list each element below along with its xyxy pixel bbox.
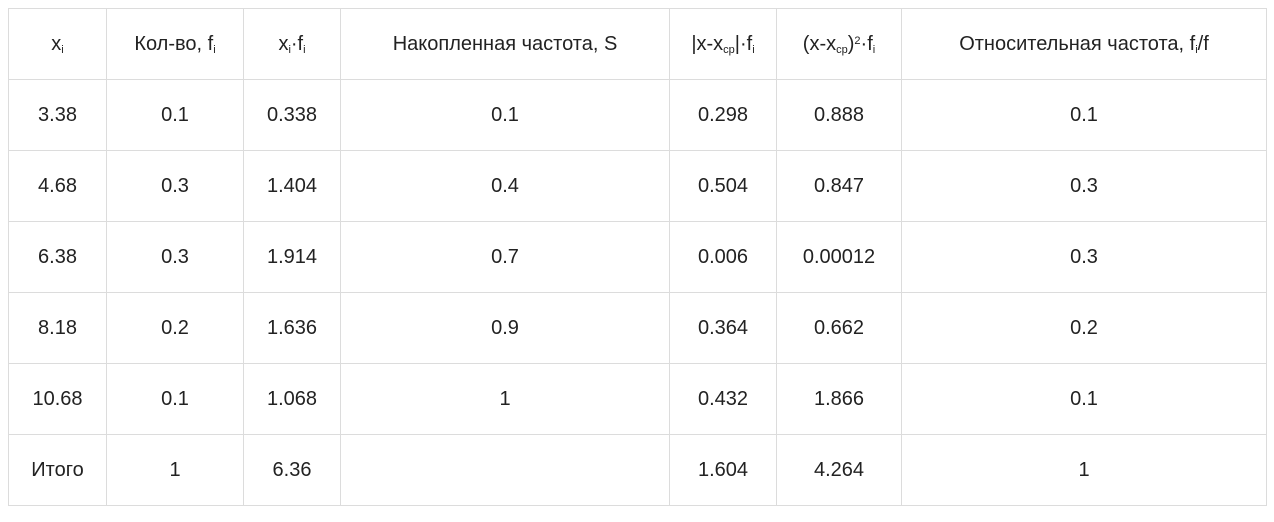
table-cell: 0.9 <box>340 292 670 364</box>
table-cell: 0.3 <box>106 150 244 222</box>
header-cell: xi·fi <box>243 8 341 80</box>
table-cell: 0.3 <box>901 150 1267 222</box>
table-row: 6.38 0.3 1.914 0.7 0.006 0.00012 0.3 <box>8 221 1267 293</box>
table-row: 4.68 0.3 1.404 0.4 0.504 0.847 0.3 <box>8 150 1267 222</box>
header-text: ·f <box>290 32 304 55</box>
table-row: Итого 1 6.36 1.604 4.264 1 <box>8 434 1267 506</box>
table-cell: 0.504 <box>669 150 777 222</box>
header-text: i <box>288 43 291 56</box>
table-cell: 6.36 <box>243 434 341 506</box>
table-cell: 0.338 <box>243 79 341 151</box>
header-text: ·f <box>860 32 873 55</box>
header-text: i <box>61 43 64 56</box>
table-cell: 1.866 <box>776 363 902 435</box>
header-cell: (x-xср)2·fi <box>776 8 902 80</box>
header-text: (x-x <box>802 32 837 55</box>
table-row: 3.38 0.1 0.338 0.1 0.298 0.888 0.1 <box>8 79 1267 151</box>
table-cell: 10.68 <box>8 363 107 435</box>
header-text: x <box>51 32 62 55</box>
table-cell: 4.68 <box>8 150 107 222</box>
table-cell: 1.914 <box>243 221 341 293</box>
table-cell: 0.662 <box>776 292 902 364</box>
table-row: 8.18 0.2 1.636 0.9 0.364 0.662 0.2 <box>8 292 1267 364</box>
header-text: Накопленная частота, S <box>392 32 618 55</box>
header-text: |x-x <box>691 32 724 55</box>
table-cell: 0.3 <box>106 221 244 293</box>
table-cell: 0.4 <box>340 150 670 222</box>
header-cell: Кол-во, fi <box>106 8 244 80</box>
table-cell: Итого <box>8 434 107 506</box>
header-cell: Накопленная частота, S <box>340 8 670 80</box>
table-cell: 1 <box>340 363 670 435</box>
table-cell: 1.068 <box>243 363 341 435</box>
header-text: /f <box>1197 32 1209 55</box>
data-table: xi Кол-во, fi xi·fi Накопленная частота, S |… <box>8 8 1267 506</box>
table-cell: 0.006 <box>669 221 777 293</box>
header-text: i <box>872 43 876 56</box>
header-text: ср <box>723 43 735 56</box>
header-text: |·f <box>734 32 753 55</box>
header-text: Относительная частота, f <box>959 32 1196 55</box>
table-cell: 0.364 <box>669 292 777 364</box>
header-cell: Относительная частота, fi/f <box>901 8 1267 80</box>
header-text: i <box>1195 43 1198 56</box>
table-cell: 0.432 <box>669 363 777 435</box>
header-row: xi Кол-во, fi xi·fi Накопленная частота, S |… <box>8 8 1267 80</box>
table-cell: 0.298 <box>669 79 777 151</box>
table-cell: 0.847 <box>776 150 902 222</box>
table-cell: 0.1 <box>901 79 1267 151</box>
table-cell: 0.1 <box>106 79 244 151</box>
table-cell: 3.38 <box>8 79 107 151</box>
table-cell: 1.604 <box>669 434 777 506</box>
table-cell: 1 <box>106 434 244 506</box>
table-cell: 1 <box>901 434 1267 506</box>
table-cell: 0.00012 <box>776 221 902 293</box>
table-cell <box>340 434 670 506</box>
table-cell: 1.636 <box>243 292 341 364</box>
table-cell: 0.1 <box>106 363 244 435</box>
table-cell: 4.264 <box>776 434 902 506</box>
table-cell: 6.38 <box>8 221 107 293</box>
table-cell: 1.404 <box>243 150 341 222</box>
header-text: ) <box>847 32 855 55</box>
table-cell: 0.7 <box>340 221 670 293</box>
header-text: Кол-во, f <box>134 32 214 55</box>
header-text: 2 <box>854 34 861 47</box>
table-cell: 8.18 <box>8 292 107 364</box>
header-cell: |x-xср|·fi <box>669 8 777 80</box>
table-cell: 0.1 <box>340 79 670 151</box>
header-text: ср <box>836 43 848 56</box>
table-cell: 0.2 <box>901 292 1267 364</box>
header-text: i <box>213 43 216 56</box>
table-cell: 0.2 <box>106 292 244 364</box>
table-cell: 0.1 <box>901 363 1267 435</box>
header-text: i <box>303 43 306 56</box>
table-body: xi Кол-во, fi xi·fi Накопленная частота, S |… <box>8 8 1267 506</box>
table-cell: 0.888 <box>776 79 902 151</box>
header-cell: xi <box>8 8 107 80</box>
header-text: x <box>278 32 289 55</box>
table-cell: 0.3 <box>901 221 1267 293</box>
table-row: 10.68 0.1 1.068 1 0.432 1.866 0.1 <box>8 363 1267 435</box>
header-text: i <box>752 43 755 56</box>
